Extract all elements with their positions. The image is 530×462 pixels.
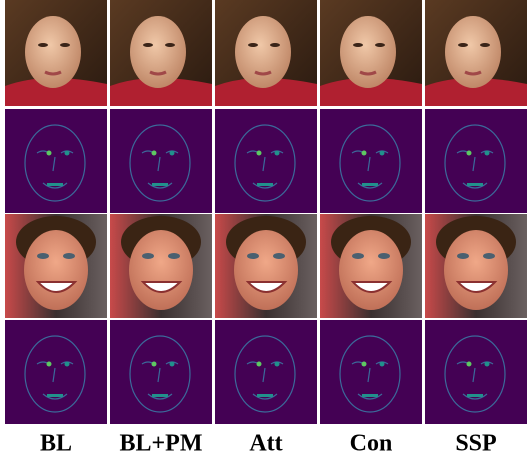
column-label: Att [249, 431, 282, 457]
edge-highlight [170, 362, 175, 367]
edge-highlight [257, 151, 262, 156]
eye [483, 253, 495, 259]
edge-highlight [47, 151, 52, 156]
image-cell [110, 320, 212, 424]
eye [63, 253, 75, 259]
image-cell [215, 109, 317, 213]
image-cell [215, 0, 317, 106]
eye [248, 43, 258, 47]
edge-highlight [275, 362, 280, 367]
face [235, 16, 291, 88]
image-cell [425, 109, 527, 213]
edge-highlight [467, 394, 483, 397]
eye [60, 43, 70, 47]
edge-highlight [257, 183, 273, 186]
face [444, 230, 508, 310]
edge-highlight [485, 151, 490, 156]
image-cell [5, 0, 107, 106]
image-cell [320, 109, 422, 213]
image-cell [5, 320, 107, 424]
eye [168, 253, 180, 259]
eye [38, 43, 48, 47]
edge-highlight [467, 151, 472, 156]
eye [480, 43, 490, 47]
eye [457, 253, 469, 259]
eye [37, 253, 49, 259]
image-cell [320, 320, 422, 424]
edge-highlight [152, 183, 168, 186]
edge-highlight [152, 394, 168, 397]
eye [247, 253, 259, 259]
image-cell [320, 0, 422, 106]
edge-highlight [380, 151, 385, 156]
edge-highlight [362, 183, 378, 186]
image-cell [110, 0, 212, 106]
face [24, 230, 88, 310]
image-cell [110, 214, 212, 318]
image-cell [5, 214, 107, 318]
edge-highlight [362, 394, 378, 397]
figure: BL BL+PM Att Con SSP [0, 0, 530, 462]
image-cell [320, 214, 422, 318]
face [130, 16, 186, 88]
face [234, 230, 298, 310]
edge-highlight [362, 151, 367, 156]
eye [353, 43, 363, 47]
image-cell [215, 320, 317, 424]
edge-highlight [257, 394, 273, 397]
edge-highlight [467, 362, 472, 367]
column-label: BL [40, 431, 72, 457]
column-label: BL+PM [119, 431, 202, 457]
edge-highlight [380, 362, 385, 367]
edge-highlight [65, 151, 70, 156]
edge-highlight [152, 362, 157, 367]
image-cell [425, 0, 527, 106]
image-cell [425, 214, 527, 318]
image-cell [5, 109, 107, 213]
eye [458, 43, 468, 47]
eye [143, 43, 153, 47]
face [25, 16, 81, 88]
eye [352, 253, 364, 259]
image-cell [110, 109, 212, 213]
image-cell [425, 320, 527, 424]
eye [378, 253, 390, 259]
edge-highlight [467, 183, 483, 186]
eye [375, 43, 385, 47]
edge-highlight [485, 362, 490, 367]
eye [270, 43, 280, 47]
edge-highlight [362, 362, 367, 367]
column-label: Con [350, 431, 393, 457]
edge-highlight [170, 151, 175, 156]
face [340, 16, 396, 88]
edge-highlight [152, 151, 157, 156]
eye [142, 253, 154, 259]
eye [273, 253, 285, 259]
image-cell [215, 214, 317, 318]
edge-highlight [47, 362, 52, 367]
column-label: SSP [455, 431, 496, 457]
edge-highlight [65, 362, 70, 367]
edge-highlight [47, 394, 63, 397]
face [339, 230, 403, 310]
edge-highlight [257, 362, 262, 367]
edge-highlight [47, 183, 63, 186]
eye [165, 43, 175, 47]
edge-highlight [275, 151, 280, 156]
face [129, 230, 193, 310]
face [445, 16, 501, 88]
